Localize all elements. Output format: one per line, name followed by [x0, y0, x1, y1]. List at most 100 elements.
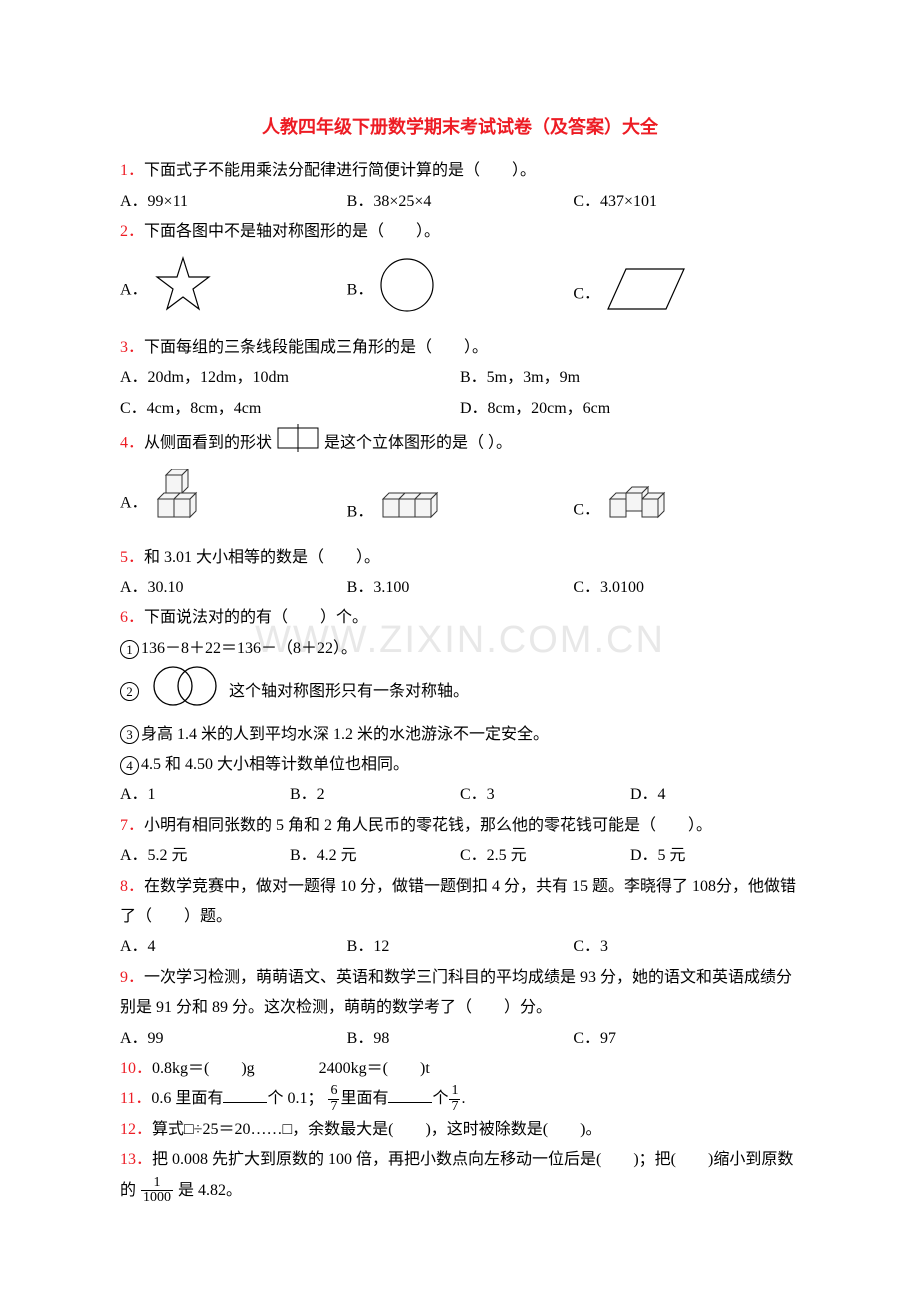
star-icon [152, 255, 214, 326]
frac-1-7-icon: 17 [449, 1084, 460, 1114]
q5-text: 和 3.01 大小相等的数是（ ）。 [144, 549, 380, 566]
q8-num: 8． [120, 878, 144, 895]
q4-text1: 从侧面看到的形状 [144, 434, 272, 451]
q6-s1: 1136－8＋22＝136－（8＋22）。 [120, 634, 800, 664]
q2-options: A． B． C． [120, 255, 800, 326]
q12-num: 12． [120, 1121, 152, 1138]
q4-optA: A． [120, 469, 347, 538]
q2: 2．下面各图中不是轴对称图形的是（ ）。 [120, 217, 800, 247]
cubes-a-icon [152, 469, 212, 538]
q2-labA: A． [120, 282, 148, 299]
q3-optB: B．5m，3m，9m [460, 363, 800, 393]
side-view-icon [276, 424, 320, 463]
q2-num: 2． [120, 223, 144, 240]
q7-text: 小明有相同张数的 5 角和 2 角人民币的零花钱，那么他的零花钱可能是（ ）。 [144, 817, 712, 834]
q8-optA: A．4 [120, 932, 347, 962]
q11-num: 11． [120, 1090, 151, 1107]
q13-num: 13． [120, 1151, 152, 1168]
q1-num: 1． [120, 162, 144, 179]
circled-4-icon: 4 [120, 756, 139, 775]
q11-t3: 里面有 [340, 1090, 388, 1107]
q1-optC: C．437×101 [573, 187, 800, 217]
frac67-den: 7 [328, 1100, 339, 1115]
circle-icon [377, 255, 437, 326]
q8-optC: C．3 [573, 932, 800, 962]
q6-optB: B．2 [290, 780, 460, 810]
q6-s4: 44.5 和 4.50 大小相等计数单位也相同。 [120, 750, 800, 780]
q9: 9．一次学习检测，萌萌语文、英语和数学三门科目的平均成绩是 93 分，她的语文和… [120, 963, 800, 1024]
q6-s1-text: 136－8＋22＝136－（8＋22）。 [141, 640, 357, 657]
q9-optC: C．97 [573, 1024, 800, 1054]
q3-row2: C．4cm，8cm，4cm D．8cm，20cm，6cm [120, 394, 800, 424]
q3-row1: A．20dm，12dm，10dm B．5m，3m，9m [120, 363, 800, 393]
q1: 1．下面式子不能用乘法分配律进行简便计算的是（ ）。 [120, 156, 800, 186]
q7-options: A．5.2 元 B．4.2 元 C．2.5 元 D．5 元 [120, 841, 800, 871]
q9-text: 一次学习检测，萌萌语文、英语和数学三门科目的平均成绩是 93 分，她的语文和英语… [120, 969, 792, 1016]
q6: 6．下面说法对的的有（ ）个。 [120, 603, 800, 633]
content: 人教四年级下册数学期末考试试卷（及答案）大全 1．下面式子不能用乘法分配律进行简… [120, 110, 800, 1206]
frac67-num: 6 [328, 1084, 339, 1100]
q7-optB: B．4.2 元 [290, 841, 460, 871]
q6-s2: 2 这个轴对称图形只有一条对称轴。 [120, 664, 800, 719]
q3-optD: D．8cm，20cm，6cm [460, 394, 800, 424]
q4-labA: A． [120, 495, 148, 512]
q10: 10．0.8kg＝( )g 2400kg＝( )t [120, 1054, 800, 1084]
q3-optA: A．20dm，12dm，10dm [120, 363, 460, 393]
q8-optB: B．12 [347, 932, 574, 962]
q4-optB: B． [347, 487, 574, 538]
q11: 11．0.6 里面有个 0.1； 67里面有个17. [120, 1084, 800, 1115]
q1-text: 下面式子不能用乘法分配律进行简便计算的是（ ）。 [144, 162, 536, 179]
q5-optC: C．3.0100 [573, 573, 800, 603]
q2-optC: C． [573, 263, 800, 326]
cubes-c-icon [604, 483, 680, 538]
q10-text: 0.8kg＝( )g 2400kg＝( )t [152, 1060, 430, 1077]
q9-options: A．99 B．98 C．97 [120, 1024, 800, 1054]
q6-num: 6． [120, 609, 144, 626]
q12: 12．算式□÷25＝20……□，余数最大是( )，这时被除数是( )。 [120, 1115, 800, 1145]
circled-1-icon: 1 [120, 640, 139, 659]
page-title: 人教四年级下册数学期末考试试卷（及答案）大全 [120, 110, 800, 144]
q2-text: 下面各图中不是轴对称图形的是（ ）。 [144, 223, 440, 240]
q6-s3-text: 身高 1.4 米的人到平均水深 1.2 米的水池游泳不一定安全。 [141, 726, 549, 743]
q6-text: 下面说法对的的有（ ）个。 [144, 609, 368, 626]
q1-optB: B．38×25×4 [347, 187, 574, 217]
q2-optB: B． [347, 255, 574, 326]
q7-optC: C．2.5 元 [460, 841, 630, 871]
q4: 4．从侧面看到的形状 是这个立体图形的是（ ）。 [120, 424, 800, 463]
q3-optC: C．4cm，8cm，4cm [120, 394, 460, 424]
q5-options: A．30.10 B．3.100 C．3.0100 [120, 573, 800, 603]
q9-optA: A．99 [120, 1024, 347, 1054]
q11-period: . [461, 1090, 465, 1107]
q4-labC: C． [573, 502, 600, 519]
q9-optB: B．98 [347, 1024, 574, 1054]
q11-t2: 个 0.1； [267, 1090, 323, 1107]
q10-num: 10． [120, 1060, 152, 1077]
q6-s3: 3身高 1.4 米的人到平均水深 1.2 米的水池游泳不一定安全。 [120, 720, 800, 750]
q6-optC: C．3 [460, 780, 630, 810]
q11-t4: 个 [432, 1090, 448, 1107]
q4-num: 4． [120, 434, 144, 451]
q3-num: 3． [120, 339, 144, 356]
q4-optC: C． [573, 483, 800, 538]
q2-labB: B． [347, 282, 374, 299]
q7-num: 7． [120, 817, 144, 834]
frac17-num: 1 [449, 1084, 460, 1100]
blank-icon-2 [388, 1086, 432, 1103]
q13: 13．把 0.008 先扩大到原数的 100 倍，再把小数点向左移动一位后是( … [120, 1145, 800, 1206]
q12-text: 算式□÷25＝20……□，余数最大是( )，这时被除数是( )。 [152, 1121, 601, 1138]
q5-num: 5． [120, 549, 144, 566]
q13-frac-num: 1 [141, 1176, 173, 1192]
q6-s4-text: 4.5 和 4.50 大小相等计数单位也相同。 [141, 756, 409, 773]
q7-optD: D．5 元 [630, 841, 800, 871]
q6-optA: A．1 [120, 780, 290, 810]
q2-optA: A． [120, 255, 347, 326]
frac17-den: 7 [449, 1100, 460, 1115]
q1-optA: A．99×11 [120, 187, 347, 217]
q8-text: 在数学竞赛中，做对一题得 10 分，做错一题倒扣 4 分，共有 15 题。李晓得… [120, 878, 796, 925]
q6-options: A．1 B．2 C．3 D．4 [120, 780, 800, 810]
circled-2-icon: 2 [120, 682, 139, 701]
q13-t2: 是 4.82。 [178, 1182, 242, 1199]
q6-optD: D．4 [630, 780, 800, 810]
q5-optA: A．30.10 [120, 573, 347, 603]
q11-t1: 0.6 里面有 [151, 1090, 223, 1107]
